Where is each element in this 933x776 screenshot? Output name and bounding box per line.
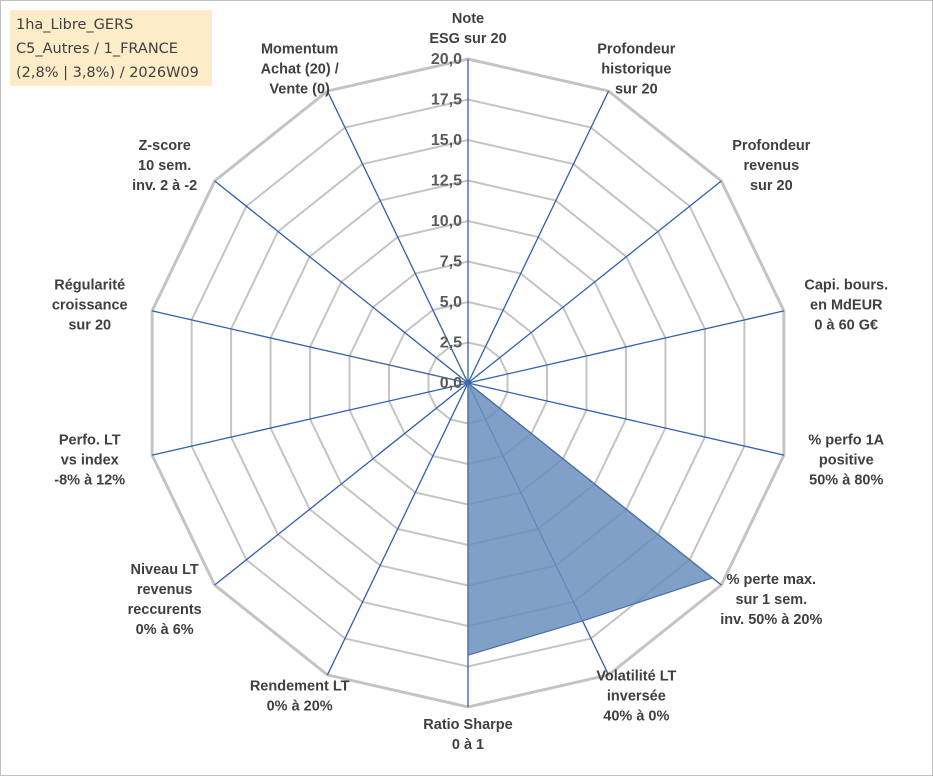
category-label-line: en MdEUR <box>810 298 883 314</box>
axis-spoke <box>467 90 610 384</box>
category-label-line: sur 20 <box>750 178 793 194</box>
axis-spoke <box>467 382 785 456</box>
category-label-line: 0 à 1 <box>452 737 484 753</box>
category-label-line: ESG sur 20 <box>429 31 506 47</box>
tick-label: 12,5 <box>431 173 462 190</box>
info-line-title: 1ha_Libre_GERS <box>16 17 134 33</box>
category-label-line: Régularité <box>54 278 125 294</box>
category-label-line: Note <box>452 11 484 27</box>
category-label-line: revenus <box>744 158 800 174</box>
category-label-line: 0 à 60 G€ <box>814 318 878 334</box>
category-label-line: % perfo 1A <box>808 432 884 448</box>
axis-spoke <box>326 382 469 676</box>
radar-series <box>349 319 714 656</box>
category-label: Profondeur revenus sur 20 <box>732 138 810 194</box>
axis-spoke <box>467 180 722 384</box>
category-label-line: sur 20 <box>68 318 111 334</box>
category-label: % perte max. sur 1 sem. inv. 50% à 20% <box>720 572 822 628</box>
category-label: Note ESG sur 20 <box>429 11 506 47</box>
axis-spoke <box>214 382 469 586</box>
category-label-line: vs index <box>61 452 119 468</box>
category-label: Niveau LT revenus reccurents 0% à 6% <box>128 562 202 638</box>
category-label-line: inv. 50% à 20% <box>720 612 822 628</box>
axis-spoke <box>467 310 785 384</box>
category-label-line: inversée <box>607 689 666 705</box>
radar-tick-labels: 0,0 2,5 5,0 7,5 10,0 12,5 15,0 17,5 20,0 <box>431 51 462 392</box>
category-label: Rendement LT 0% à 20% <box>250 679 350 715</box>
category-label-line: 40% à 0% <box>603 709 669 725</box>
category-label-line: 0% à 6% <box>136 622 194 638</box>
category-label: Capi. bours. en MdEUR 0 à 60 G€ <box>804 278 888 334</box>
category-label-line: sur 1 sem. <box>735 592 807 608</box>
category-label-line: Perfo. LT <box>59 432 121 448</box>
tick-label: 10,0 <box>431 213 462 230</box>
axis-spoke <box>214 180 469 384</box>
category-label: Z-score 10 sem. inv. 2 à -2 <box>132 138 197 194</box>
category-label: Volatilité LT inversée 40% à 0% <box>596 669 676 725</box>
category-label: Régularité croissance sur 20 <box>52 278 128 334</box>
category-label-line: Achat (20) / <box>261 61 339 77</box>
axis-spoke <box>151 382 469 456</box>
category-label-line: positive <box>819 452 874 468</box>
category-label-line: Rendement LT <box>250 679 350 695</box>
category-label: Momentum Achat (20) / Vente (0) <box>261 41 339 97</box>
tick-label: 7,5 <box>440 254 462 271</box>
category-label-line: -8% à 12% <box>54 472 125 488</box>
info-box: 1ha_Libre_GERS C5_Autres / 1_FRANCE (2,8… <box>10 10 212 86</box>
series-area <box>349 319 714 656</box>
category-label-line: croissance <box>52 298 128 314</box>
category-label: % perfo 1A positive 50% à 80% <box>808 432 884 488</box>
info-line-stats: (2,8% | 3,8%) / 2026W09 <box>16 65 199 81</box>
category-label: Ratio Sharpe 0 à 1 <box>423 717 512 753</box>
tick-label: 5,0 <box>440 294 462 311</box>
category-label-line: reccurents <box>128 602 202 618</box>
tick-label: 0,0 <box>440 375 462 392</box>
category-label-line: historique <box>601 61 671 77</box>
category-label-line: 0% à 20% <box>267 699 333 715</box>
category-label-line: Vente (0) <box>269 81 330 97</box>
category-label-line: Profondeur <box>732 138 810 154</box>
category-label-line: 10 sem. <box>138 158 191 174</box>
category-label-line: Capi. bours. <box>804 278 888 294</box>
tick-label: 2,5 <box>440 335 462 352</box>
category-label-line: Profondeur <box>597 41 675 57</box>
tick-label: 17,5 <box>431 92 462 109</box>
tick-label: 20,0 <box>431 51 462 68</box>
category-label-line: Z-score <box>138 138 190 154</box>
category-label-line: 50% à 80% <box>809 472 883 488</box>
category-label-line: Volatilité LT <box>596 669 676 685</box>
info-line-category: C5_Autres / 1_FRANCE <box>16 41 178 57</box>
category-label-line: Momentum <box>261 41 338 57</box>
category-label-line: revenus <box>137 582 193 598</box>
radar-category-labels: Note ESG sur 20 Profondeur historique sur 20… <box>52 11 888 753</box>
category-label: Perfo. LT vs index -8% à 12% <box>54 432 125 488</box>
category-label-line: inv. 2 à -2 <box>132 178 197 194</box>
category-label: Profondeur historique sur 20 <box>597 41 675 97</box>
category-label-line: Niveau LT <box>131 562 199 578</box>
tick-label: 15,0 <box>431 132 462 149</box>
category-label-line: sur 20 <box>615 81 658 97</box>
category-label-line: % perte max. <box>727 572 816 588</box>
category-label-line: Ratio Sharpe <box>423 717 512 733</box>
